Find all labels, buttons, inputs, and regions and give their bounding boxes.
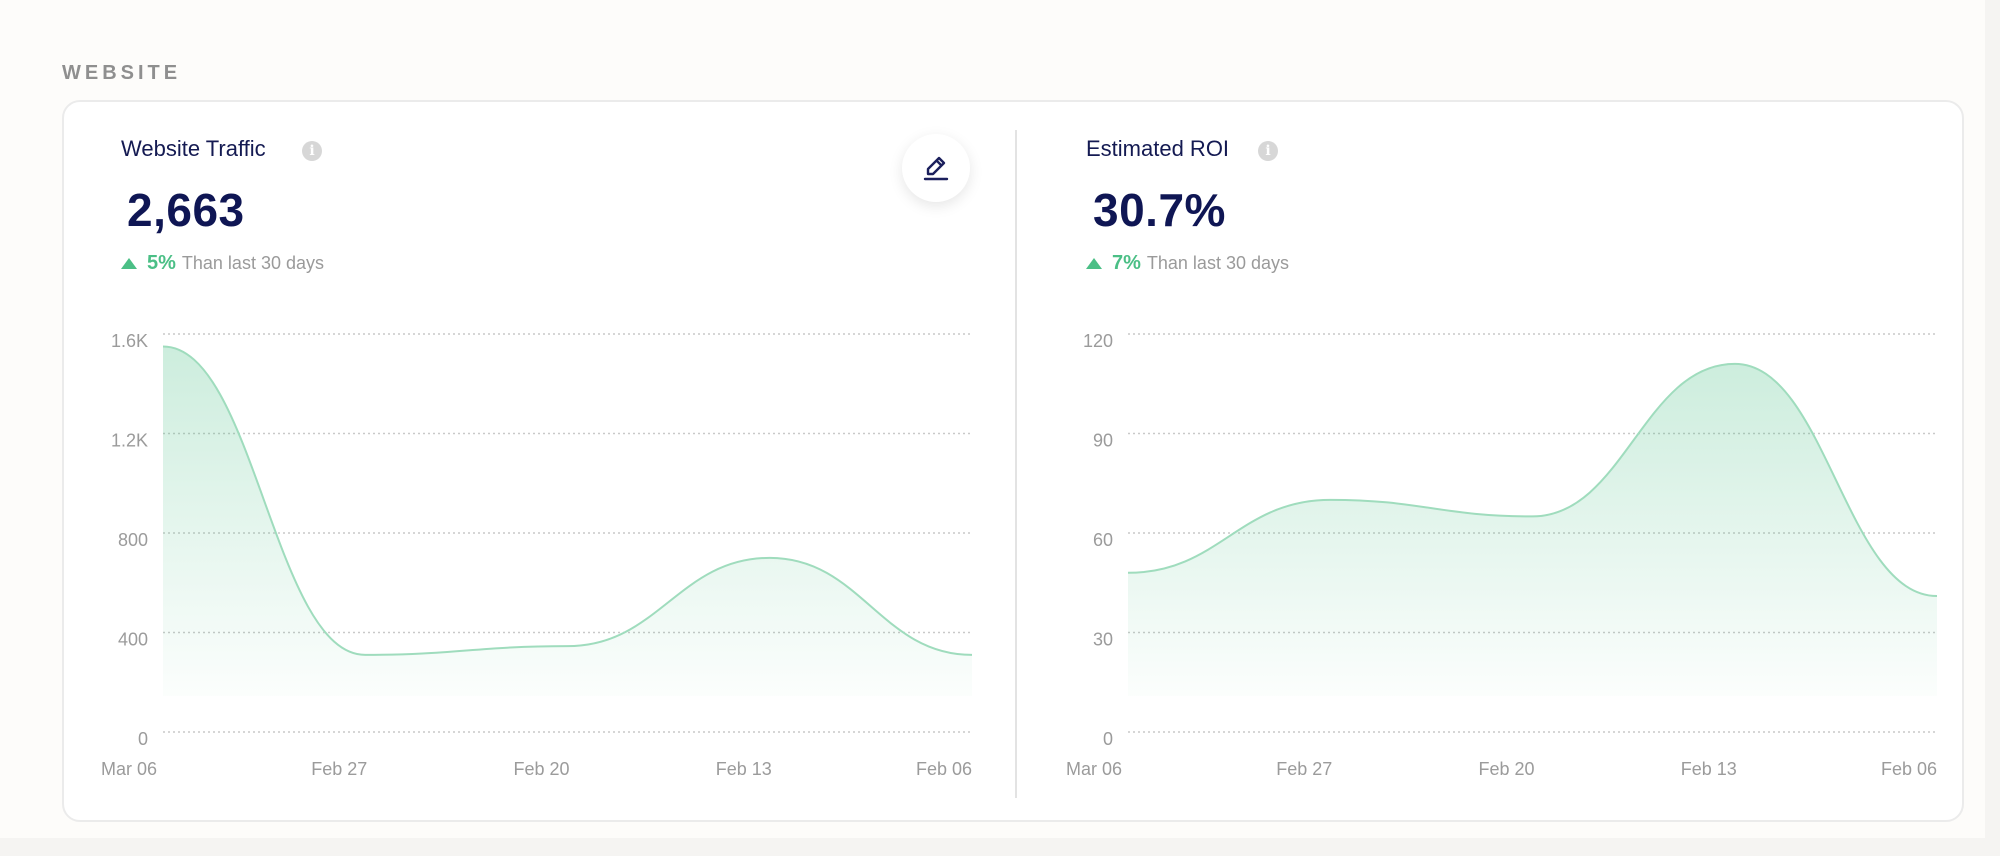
- traffic-change: 5% Than last 30 days: [121, 252, 324, 275]
- arrow-up-icon: [1086, 258, 1102, 269]
- x-tick-label: Feb 06: [1881, 759, 1937, 779]
- traffic-value: 2,663: [127, 184, 245, 236]
- pencil-icon: [923, 156, 949, 181]
- page: WEBSITE Website Traffic i 2,663 5% Than …: [62, 62, 1964, 822]
- roi-title: Estimated ROI: [1086, 136, 1230, 161]
- x-tick-label: Feb 06: [916, 759, 972, 779]
- x-tick-label: Feb 13: [1681, 759, 1737, 779]
- x-tick-label: Feb 27: [1276, 759, 1332, 779]
- x-tick-label: Feb 13: [716, 759, 772, 779]
- series-area: [1128, 363, 1937, 696]
- series-line: [1127, 362, 1938, 598]
- roi-change-text: Than last 30 days: [1146, 253, 1289, 273]
- x-tick-label: Feb 20: [513, 759, 569, 779]
- x-tick-label: Feb 20: [1478, 759, 1534, 779]
- info-icon[interactable]: i: [1258, 141, 1278, 161]
- roi-change-pct: 7%: [1112, 252, 1141, 274]
- y-tick-label: 1.6K: [111, 331, 148, 351]
- series-line: [162, 345, 973, 656]
- y-tick-label: 0: [1103, 729, 1113, 749]
- y-tick-label: 120: [1083, 331, 1113, 351]
- traffic-chart: 0 400 800 1.2K 1.6K Mar 06 Feb 27 Feb 20 Feb 13 F…: [101, 331, 973, 779]
- series-area: [163, 346, 972, 696]
- edit-button[interactable]: [902, 134, 970, 202]
- traffic-change-pct: 5%: [147, 252, 176, 274]
- y-tick-label: 400: [118, 630, 148, 650]
- traffic-title: Website Traffic: [121, 136, 266, 161]
- roi-change: 7% Than last 30 days: [1086, 252, 1289, 275]
- y-tick-label: 1.2K: [111, 431, 148, 451]
- x-tick-label: Mar 06: [1066, 759, 1122, 779]
- y-tick-label: 800: [118, 530, 148, 550]
- y-tick-label: 60: [1093, 530, 1113, 550]
- panel-divider: [1015, 130, 1017, 798]
- y-tick-label: 30: [1093, 630, 1113, 650]
- roi-value: 30.7%: [1093, 184, 1226, 236]
- y-tick-label: 90: [1093, 431, 1113, 451]
- info-icon[interactable]: i: [302, 141, 322, 161]
- x-tick-label: Feb 27: [311, 759, 367, 779]
- arrow-up-icon: [121, 258, 137, 269]
- y-tick-label: 0: [138, 729, 148, 749]
- section-title: WEBSITE: [62, 62, 182, 84]
- roi-chart: 0 30 60 90 120 Mar 06 Feb 27 Feb 20 Feb 13 Feb 06: [1066, 331, 1938, 779]
- traffic-change-text: Than last 30 days: [181, 253, 324, 273]
- x-tick-label: Mar 06: [101, 759, 157, 779]
